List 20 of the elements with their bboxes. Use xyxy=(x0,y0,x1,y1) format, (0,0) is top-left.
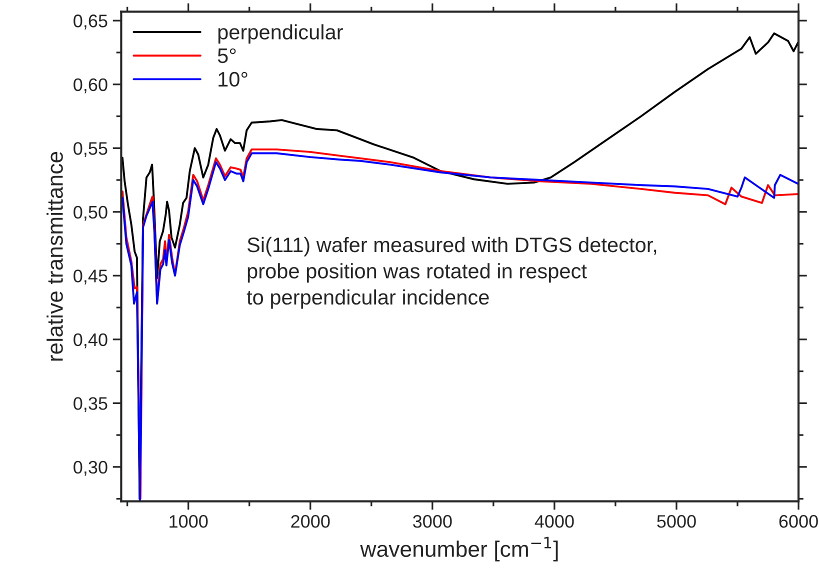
x-tick-label: 2000 xyxy=(291,515,330,528)
legend-label: 10° xyxy=(218,72,248,87)
y-tick-label: 0,30 xyxy=(74,460,108,476)
y-tick-label: 0,65 xyxy=(74,14,108,30)
y-tick-label: 0,40 xyxy=(74,333,108,348)
y-tick-label: 0,35 xyxy=(74,397,108,412)
x-tick-label: 4000 xyxy=(534,515,574,528)
x-tick-label: 3000 xyxy=(413,515,452,528)
y-tick-label: 0,60 xyxy=(74,78,108,94)
y-tick-label: 0,45 xyxy=(74,270,108,284)
x-axis-title: wavenumber [cm$^{−1}$] xyxy=(360,536,558,562)
legend-label: 5° xyxy=(218,48,236,64)
x-tick-label: 1000 xyxy=(170,515,208,528)
y-tick-label: 0,50 xyxy=(74,206,108,221)
x-tick-label: 6000 xyxy=(779,515,818,528)
annotation: Si(111) wafer measured with DTGS detector, probe position was rotated in respect to perpendicular incidence xyxy=(246,236,656,309)
x-tick-label: 5000 xyxy=(657,515,696,528)
y-axis-title: relative transmittance xyxy=(46,152,63,361)
legend-label: perpendicular xyxy=(218,24,343,44)
y-tick-label: 0,55 xyxy=(74,142,108,157)
